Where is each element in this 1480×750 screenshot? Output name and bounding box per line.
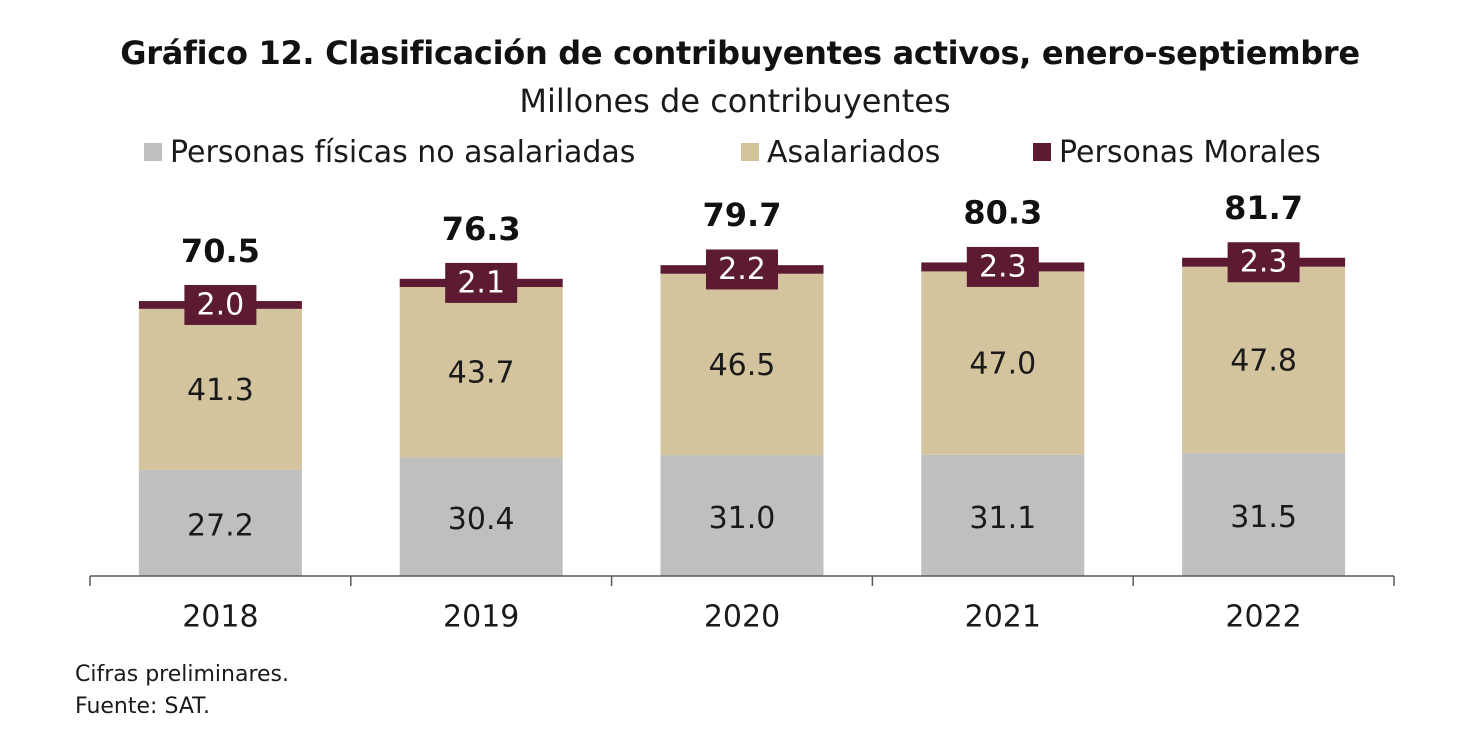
x-tick-label-2019: 2019 (443, 600, 519, 635)
bar-segment-2019-s0 (399, 457, 563, 576)
data-label-2021-asalariados: 47.0 (969, 347, 1036, 382)
data-label-box-2022-personas-morales (1227, 242, 1300, 283)
data-label-2019-personas-fisicas: 30.4 (448, 502, 515, 537)
total-label-2018: 70.5 (181, 232, 260, 270)
chart-title: Gráfico 12. Clasificación de contribuyen… (120, 34, 1360, 72)
data-label-2022-personas-morales: 2.3 (1240, 245, 1288, 280)
footnote-preliminary: Cifras preliminares. (75, 662, 290, 687)
legend-swatch-personas-morales (1033, 143, 1051, 161)
legend-label-personas-fisicas: Personas físicas no asalariadas (170, 134, 636, 170)
data-label-2022-personas-fisicas: 31.5 (1230, 500, 1297, 535)
data-label-2021-personas-morales: 2.3 (979, 249, 1027, 284)
bar-segment-2018-s1 (138, 308, 302, 470)
total-label-2021: 80.3 (963, 193, 1042, 231)
data-label-2020-asalariados: 46.5 (709, 348, 776, 383)
data-label-2019-personas-morales: 2.1 (457, 265, 505, 300)
bar-segment-2022-s1 (1182, 266, 1346, 454)
legend-label-personas-morales: Personas Morales (1059, 134, 1321, 170)
x-tick-label-2020: 2020 (704, 600, 780, 635)
data-label-2021-personas-fisicas: 31.1 (969, 501, 1036, 536)
x-tick-label-2021: 2021 (965, 600, 1041, 635)
x-tick-label-2022: 2022 (1225, 600, 1301, 635)
footnote-source: Fuente: SAT. (75, 694, 210, 719)
bar-segment-2020-s1 (660, 273, 824, 456)
bar-segment-2021-s0 (921, 454, 1085, 576)
total-label-2019: 76.3 (442, 210, 521, 248)
bar-segment-2021-s1 (921, 271, 1085, 455)
data-label-2018-personas-fisicas: 27.2 (187, 508, 254, 543)
total-label-2022: 81.7 (1224, 189, 1303, 227)
data-label-2018-asalariados: 41.3 (187, 373, 254, 408)
bar-segment-2018-s0 (138, 469, 302, 576)
data-label-box-2018-personas-morales (184, 284, 257, 325)
data-label-2018-personas-morales: 2.0 (197, 287, 245, 322)
total-label-2020: 79.7 (703, 196, 782, 234)
legend-swatch-personas-fisicas (144, 143, 162, 161)
legend-item-personas-fisicas: Personas físicas no asalariadas (144, 134, 635, 170)
data-label-box-2019-personas-morales (445, 262, 518, 303)
bar-segment-2022-s0 (1182, 453, 1346, 576)
data-label-box-2020-personas-morales (706, 249, 778, 290)
chart-subtitle: Millones de contribuyentes (519, 82, 951, 120)
bar-segment-2019-s1 (399, 287, 563, 458)
data-label-2022-asalariados: 47.8 (1230, 343, 1297, 378)
legend-item-asalariados: Asalariados (741, 134, 940, 170)
data-label-box-2021-personas-morales (966, 246, 1039, 287)
legend-item-personas-morales: Personas Morales (1033, 134, 1321, 170)
legend-label-asalariados: Asalariados (767, 134, 941, 170)
legend-swatch-asalariados (741, 143, 759, 161)
stacked-bar-chart: 27.2 41.3 2.0 70.5 2018 30.4 43.7 2.1 76.3 2019 31… (89, 189, 1395, 635)
x-tick-label-2018: 2018 (182, 600, 258, 635)
data-label-2019-asalariados: 43.7 (448, 356, 515, 391)
data-label-2020-personas-morales: 2.2 (718, 252, 766, 287)
data-label-2020-personas-fisicas: 31.0 (709, 501, 776, 536)
bar-segment-2020-s0 (660, 455, 824, 576)
